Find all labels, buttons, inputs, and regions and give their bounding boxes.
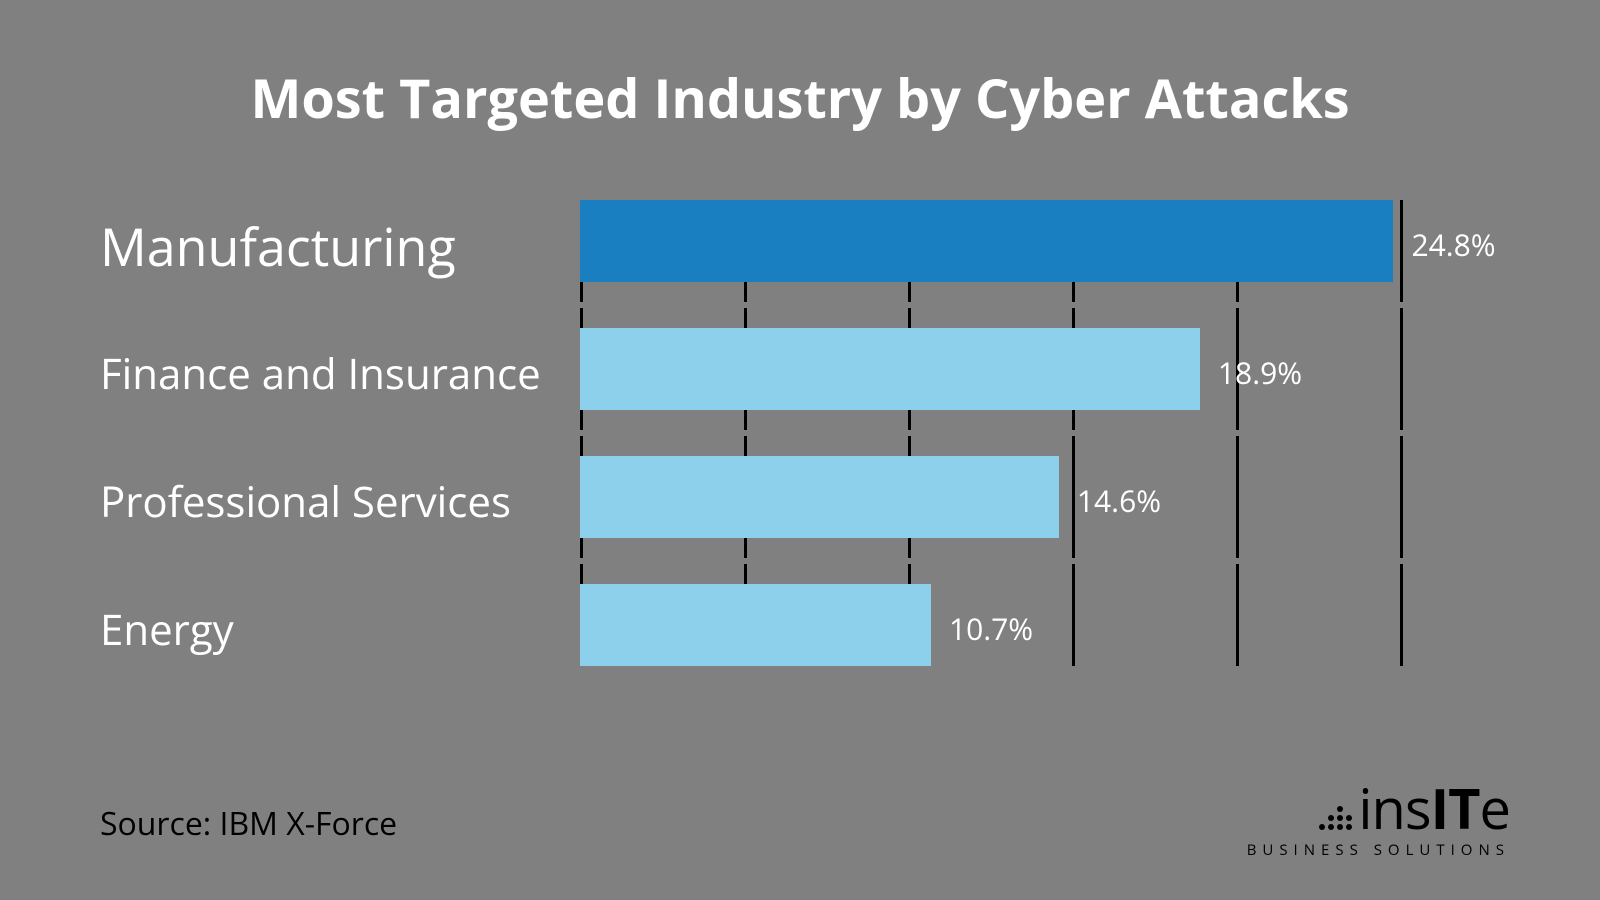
chart-row: Energy 10.7% <box>100 584 1500 666</box>
bar <box>580 328 1200 410</box>
logo-text: insITe <box>1358 770 1510 846</box>
chart-title: Most Targeted Industry by Cyber Attacks <box>0 60 1600 134</box>
chart-row: Finance and Insurance 18.9% <box>100 328 1500 410</box>
logo-subtext: BUSINESS SOLUTIONS <box>1247 840 1510 860</box>
category-label: Finance and Insurance <box>100 345 541 402</box>
value-label: 24.8% <box>1411 224 1495 265</box>
chart-row: Professional Services 14.6% <box>100 456 1500 538</box>
source-citation: Source: IBM X-Force <box>100 802 397 845</box>
value-label: 14.6% <box>1077 480 1161 521</box>
logo-main: insITe <box>1318 770 1510 846</box>
chart-row: Manufacturing 24.8% <box>100 200 1500 282</box>
bar <box>580 584 931 666</box>
bar <box>580 200 1393 282</box>
bar-zone: 18.9% <box>580 328 1400 410</box>
bar-zone: 14.6% <box>580 456 1400 538</box>
logo-dots-icon <box>1318 772 1354 848</box>
infographic-canvas: Most Targeted Industry by Cyber Attacks … <box>0 0 1600 900</box>
bar-zone: 24.8% <box>580 200 1400 282</box>
chart-area: Manufacturing 24.8% Finance and Insurance 1… <box>100 200 1500 720</box>
category-label: Manufacturing <box>100 211 456 282</box>
value-label: 18.9% <box>1218 352 1302 393</box>
brand-logo: insITe BUSINESS SOLUTIONS <box>1247 770 1510 860</box>
category-label: Energy <box>100 601 234 658</box>
bar-zone: 10.7% <box>580 584 1400 666</box>
category-label: Professional Services <box>100 473 511 530</box>
value-label: 10.7% <box>949 608 1033 649</box>
bar <box>580 456 1059 538</box>
